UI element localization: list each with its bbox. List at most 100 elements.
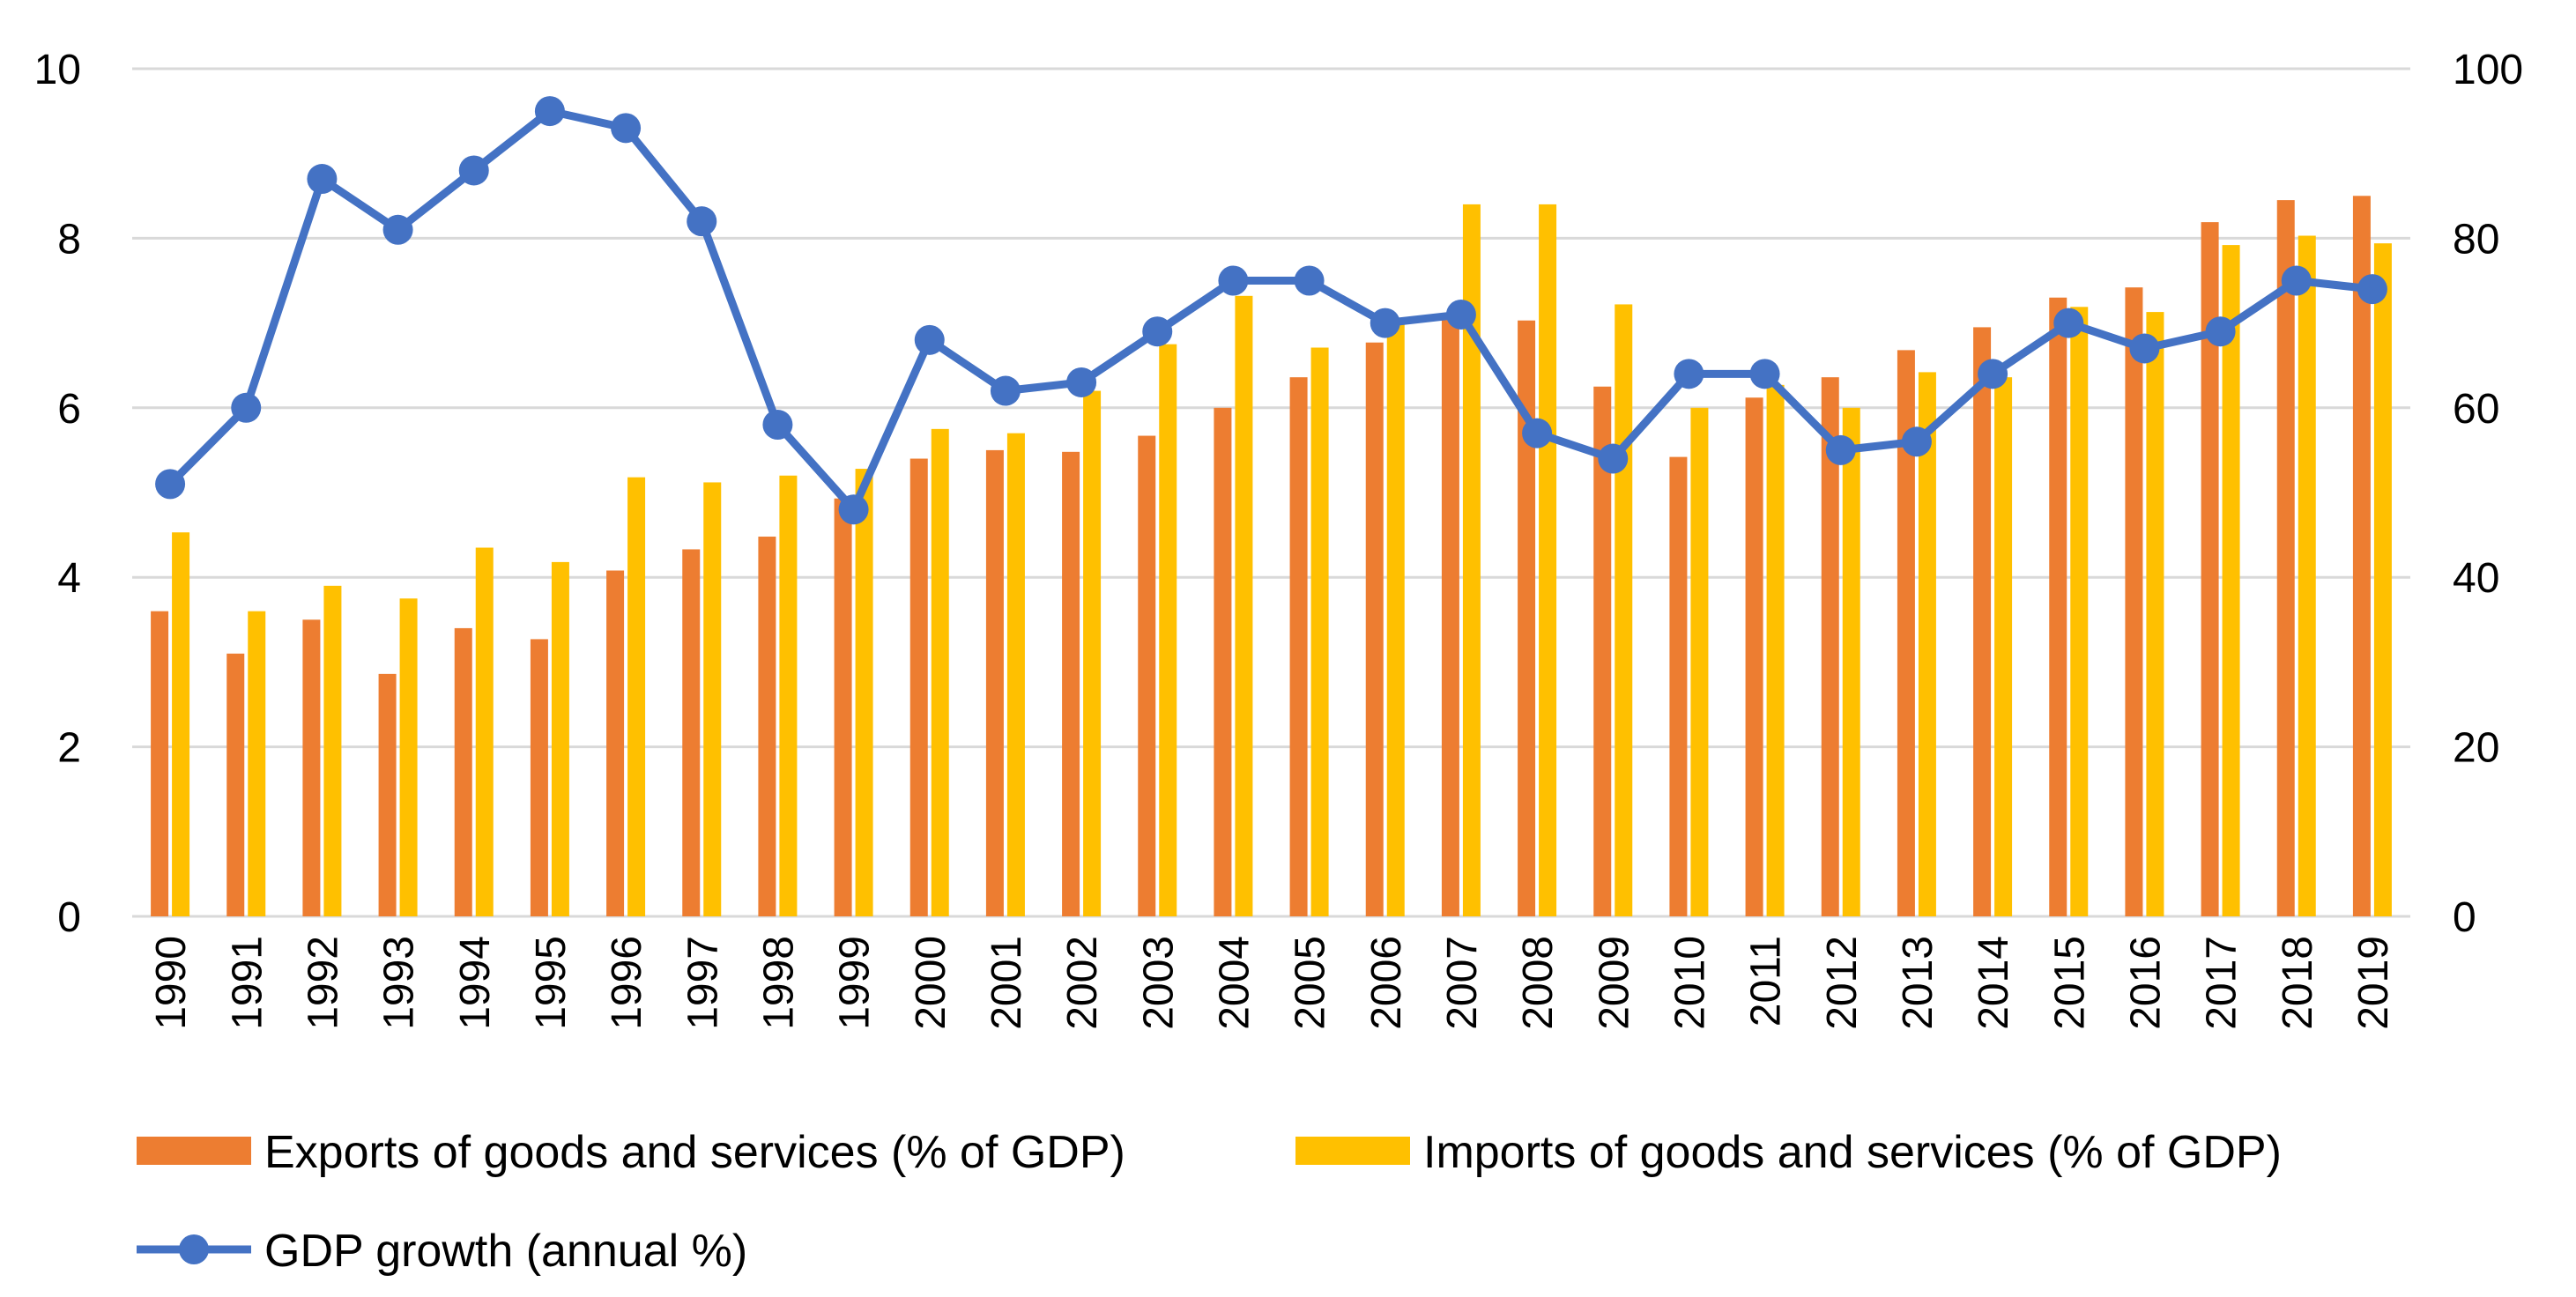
legend-label-gdp: GDP growth (annual %) xyxy=(264,1226,747,1277)
x-tick-label: 2019 xyxy=(2350,936,2397,1030)
exports-bar xyxy=(1745,397,1763,917)
x-tick-label: 1996 xyxy=(604,936,650,1030)
x-tick-label: 1993 xyxy=(376,936,423,1030)
gdp-growth-point xyxy=(2357,274,2387,305)
exports-bar xyxy=(1214,407,1232,916)
x-tick-label: 2007 xyxy=(1439,936,1486,1030)
imports-bar xyxy=(1766,384,1785,916)
gdp-growth-point xyxy=(2053,308,2084,338)
x-tick-label: 1992 xyxy=(300,936,346,1030)
x-tick-label: 2002 xyxy=(1059,936,1106,1030)
imports-bar xyxy=(1690,407,1709,916)
gdp-growth-point xyxy=(762,410,793,441)
x-tick-label: 2011 xyxy=(1743,936,1790,1026)
gdp-growth-point xyxy=(1218,265,1249,296)
imports-bar xyxy=(2298,235,2316,916)
x-tick-label: 2013 xyxy=(1895,936,1941,1030)
legend: Exports of goods and services (% of GDP)… xyxy=(137,1127,2282,1277)
imports-bar xyxy=(2070,307,2089,916)
left-tick-label: 0 xyxy=(57,894,81,941)
x-tick-label: 2014 xyxy=(1971,936,2017,1030)
imports-bar xyxy=(855,469,873,916)
exports-bar xyxy=(1821,377,1839,917)
gdp-growth-point xyxy=(1522,418,1553,448)
x-axis: 1990 1991 1992 1993 1994 1995 1996 1997 1998 1999… xyxy=(148,936,2397,1030)
gridlines xyxy=(132,67,2410,918)
exports-bar xyxy=(2352,196,2371,917)
x-tick-label: 1995 xyxy=(528,936,575,1030)
exports-bar xyxy=(606,570,625,916)
imports-bar xyxy=(172,532,190,916)
exports-bar xyxy=(909,458,928,916)
imports-bar xyxy=(1235,295,1253,916)
exports-bar xyxy=(834,498,852,916)
imports-bar xyxy=(1615,304,1633,916)
x-tick-label: 1997 xyxy=(679,936,726,1030)
right-tick-label: 0 xyxy=(2453,894,2476,941)
exports-bar xyxy=(1897,350,1915,916)
legend-swatch-exports xyxy=(137,1137,251,1165)
legend-label-exports: Exports of goods and services (% of GDP) xyxy=(264,1127,1125,1178)
gdp-growth-point xyxy=(534,96,565,127)
gdp-growth-point xyxy=(2129,333,2160,364)
right-tick-label: 20 xyxy=(2453,725,2499,772)
gdp-growth-point xyxy=(2205,316,2236,347)
imports-bar xyxy=(703,482,722,916)
exports-bar xyxy=(758,537,776,916)
right-tick-label: 80 xyxy=(2453,216,2499,263)
imports-bar xyxy=(779,475,798,916)
exports-bar xyxy=(1138,435,1156,916)
x-tick-label: 2017 xyxy=(2199,936,2246,1030)
gdp-growth-point xyxy=(231,392,262,423)
right-tick-label: 60 xyxy=(2453,386,2499,433)
x-tick-label: 2009 xyxy=(1591,936,1637,1030)
imports-bar xyxy=(551,561,569,916)
right-axis: 0 20 40 60 80 100 xyxy=(2453,47,2523,941)
x-tick-label: 1994 xyxy=(452,936,499,1030)
imports-bar xyxy=(627,477,646,916)
x-tick-label: 2015 xyxy=(2046,936,2093,1030)
exports-bar xyxy=(2049,297,2067,916)
exports-bar xyxy=(1593,386,1612,916)
left-tick-label: 8 xyxy=(57,216,81,263)
gdp-growth-point xyxy=(1445,299,1476,330)
imports-bar xyxy=(399,598,418,916)
imports-bar xyxy=(1386,320,1405,916)
exports-bar xyxy=(454,627,472,916)
exports-bar xyxy=(1669,456,1688,916)
gdp-growth-point xyxy=(382,214,413,245)
imports-bar xyxy=(1159,344,1177,916)
exports-bar xyxy=(1441,314,1459,917)
gdp-growth-point xyxy=(1825,434,1856,465)
x-tick-label: 2005 xyxy=(1288,936,1334,1030)
imports-bar xyxy=(1006,433,1025,916)
left-tick-label: 2 xyxy=(57,725,81,772)
gdp-growth-point xyxy=(307,164,338,195)
gdp-growth-point xyxy=(155,469,186,500)
gdp-growth-polyline xyxy=(166,107,2377,514)
imports-bar xyxy=(1539,204,1557,917)
x-tick-label: 1991 xyxy=(224,936,271,1030)
imports-bar xyxy=(2373,243,2392,916)
gdp-growth-point xyxy=(1370,308,1400,338)
gdp-growth-point xyxy=(1674,359,1704,389)
x-tick-label: 2001 xyxy=(984,936,1030,1030)
gdp-growth-point xyxy=(1066,367,1097,397)
legend-label-imports: Imports of goods and services (% of GDP) xyxy=(1423,1127,2282,1178)
gdp-growth-line xyxy=(155,96,2387,525)
exports-bar xyxy=(682,549,701,916)
x-tick-label: 1999 xyxy=(832,936,879,1030)
exports-bar xyxy=(1365,342,1384,916)
imports-bar xyxy=(1842,407,1860,916)
right-tick-label: 100 xyxy=(2453,47,2523,93)
imports-bar xyxy=(1083,390,1102,916)
imports-bar xyxy=(931,428,949,917)
exports-bar xyxy=(302,619,321,916)
x-tick-label: 2004 xyxy=(1211,936,1258,1030)
legend-swatch-imports xyxy=(1295,1137,1410,1165)
legend-swatch-gdp-marker xyxy=(179,1234,209,1264)
exports-bar xyxy=(151,611,169,916)
exports-bar xyxy=(226,653,245,916)
x-tick-label: 2000 xyxy=(908,936,954,1030)
imports-bar xyxy=(1994,377,2013,917)
